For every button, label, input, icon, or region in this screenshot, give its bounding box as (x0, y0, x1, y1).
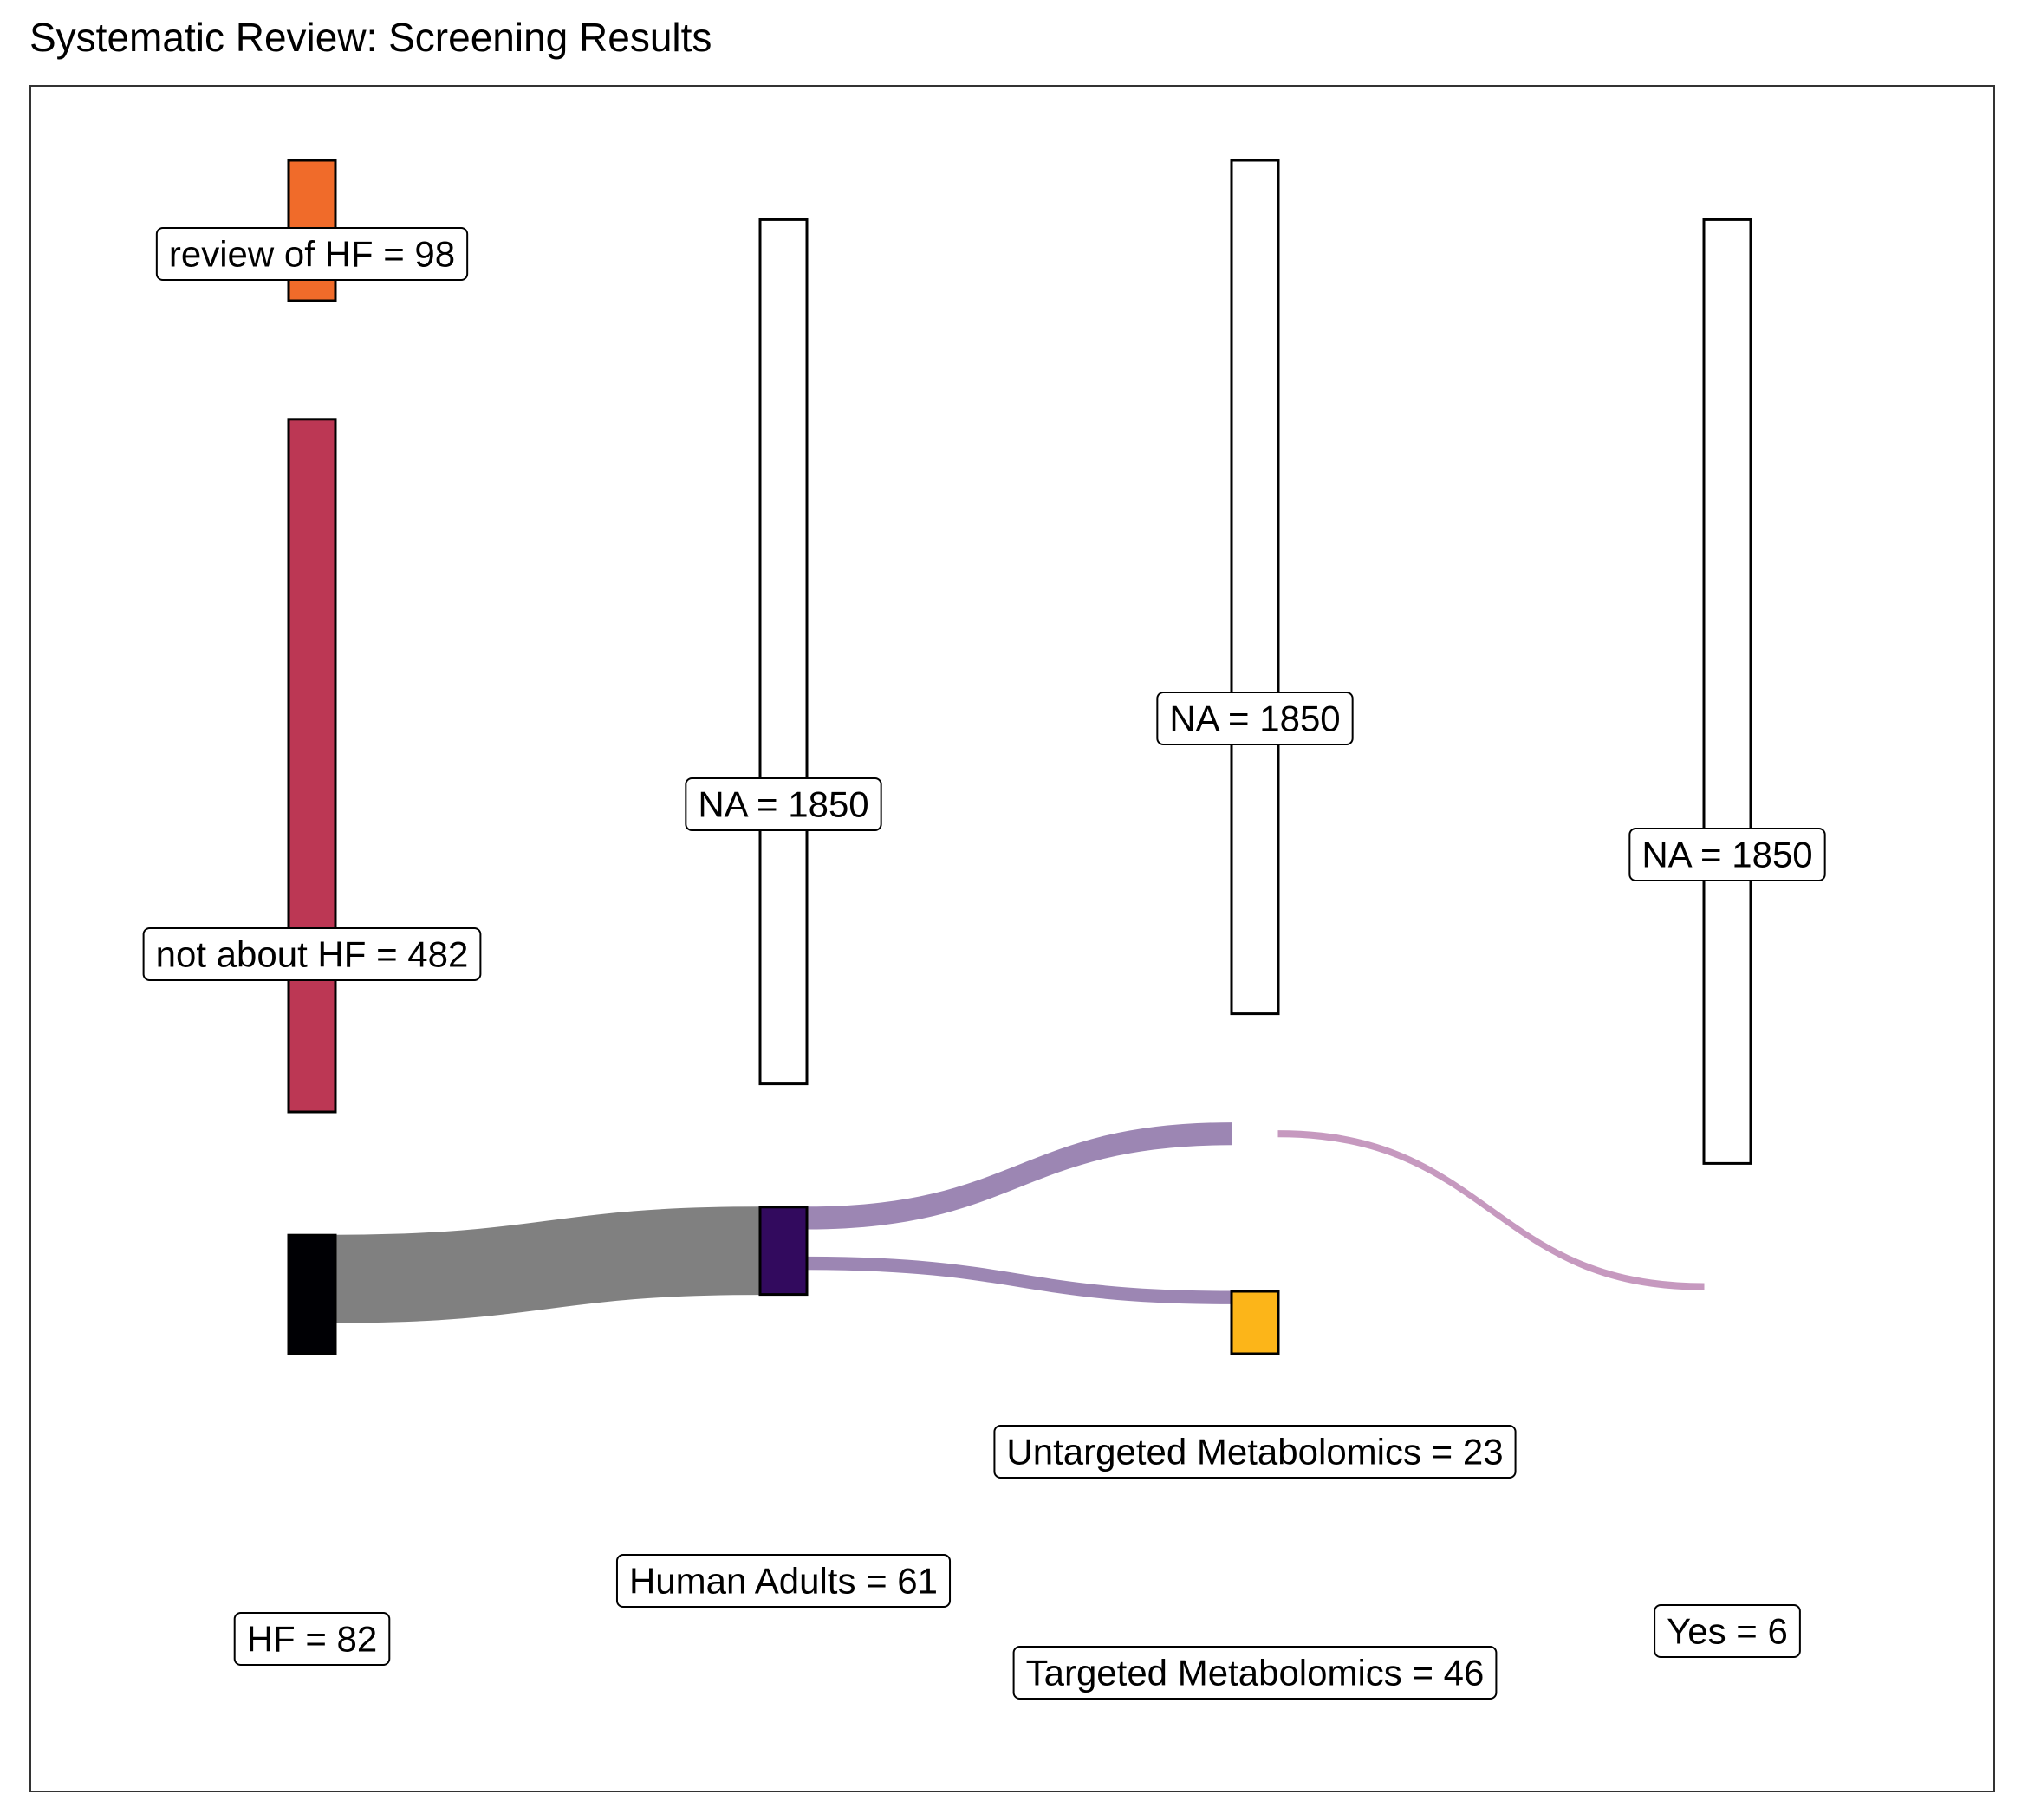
node-label-text: Targeted Metabolomics = 46 (1026, 1653, 1485, 1693)
node-label-text: Yes = 6 (1667, 1611, 1788, 1652)
nodes-layer (287, 159, 1752, 1355)
node-label-box (155, 227, 469, 281)
node-label-text: NA = 1850 (1641, 835, 1812, 875)
node-label-na-4: NA = 1850 (1628, 828, 1826, 881)
node-bar-human-adults (758, 1206, 809, 1297)
node-label-na-2: NA = 1850 (685, 777, 882, 831)
node-label-box (1654, 1604, 1801, 1658)
flow-human-adults-to-untargeted (806, 1122, 1232, 1230)
flow-untargeted-to-yes (1277, 1130, 1705, 1290)
node-label-targeted: Targeted Metabolomics = 46 (1012, 1646, 1498, 1700)
node-bar-targeted (1230, 1290, 1280, 1355)
node-label-box (233, 1612, 391, 1666)
node-label-review-hf: review of HF = 98 (155, 227, 469, 281)
node-label-text: NA = 1850 (698, 784, 868, 825)
node-label-box (685, 777, 882, 831)
node-label-untargeted: Untargeted Metabolomics = 23 (993, 1425, 1517, 1479)
node-label-text: review of HF = 98 (169, 234, 455, 275)
node-label-human-adults: Human Adults = 61 (615, 1554, 952, 1608)
node-bar-hf-1 (287, 1233, 337, 1355)
node-label-box (1156, 692, 1354, 745)
node-label-box (1628, 828, 1826, 881)
node-label-box (142, 927, 482, 981)
node-label-na-3: NA = 1850 (1156, 692, 1354, 745)
node-label-yes: Yes = 6 (1654, 1604, 1801, 1658)
node-label-text: Untargeted Metabolomics = 23 (1006, 1432, 1503, 1472)
node-bar-na-2 (758, 218, 809, 1086)
node-label-hf-1: HF = 82 (233, 1612, 391, 1666)
node-bar-na-3 (1230, 159, 1280, 1016)
chart-title: Systematic Review: Screening Results (29, 15, 712, 60)
node-label-box (615, 1554, 952, 1608)
links-layer (335, 1122, 1705, 1323)
node-label-text: Human Adults = 61 (629, 1561, 938, 1602)
node-label-box (1012, 1646, 1498, 1700)
node-label-text: NA = 1850 (1169, 699, 1340, 739)
node-bar-na-4 (1702, 218, 1752, 1165)
node-label-not-about-hf: not about HF = 482 (142, 927, 482, 981)
node-label-box (993, 1425, 1517, 1479)
node-bar-not-about-hf (287, 418, 337, 1114)
node-label-text: HF = 82 (247, 1619, 378, 1660)
node-label-text: not about HF = 482 (156, 934, 469, 975)
labels-layer: review of HF = 98 not about HF = 482 HF = … (142, 227, 1826, 1700)
